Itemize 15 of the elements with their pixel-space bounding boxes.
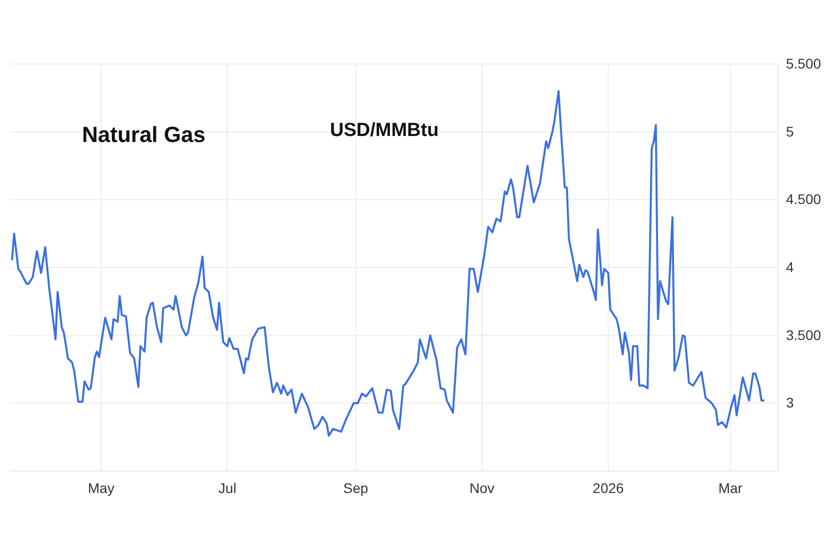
y-tick-label: 4.500 (786, 191, 822, 208)
y-tick-label: 5.500 (786, 55, 822, 72)
x-tick-label: Sep (343, 480, 368, 496)
text: Natural Gas (82, 122, 206, 147)
line-series (11, 90, 765, 437)
x-tick-label: May (88, 480, 114, 496)
text: USD/MMBtu (330, 120, 439, 141)
x-tick-label: Jul (218, 480, 236, 496)
y-tick-label: 5 (786, 123, 794, 140)
y-tick-label: 3.500 (786, 326, 822, 343)
x-tick-label: Mar (718, 480, 743, 496)
y-tick-label: 4 (786, 258, 794, 275)
x-tick-label: Nov (470, 480, 494, 496)
x-tick-label: 2026 (592, 480, 624, 496)
y-tick-label: 3 (786, 394, 794, 411)
